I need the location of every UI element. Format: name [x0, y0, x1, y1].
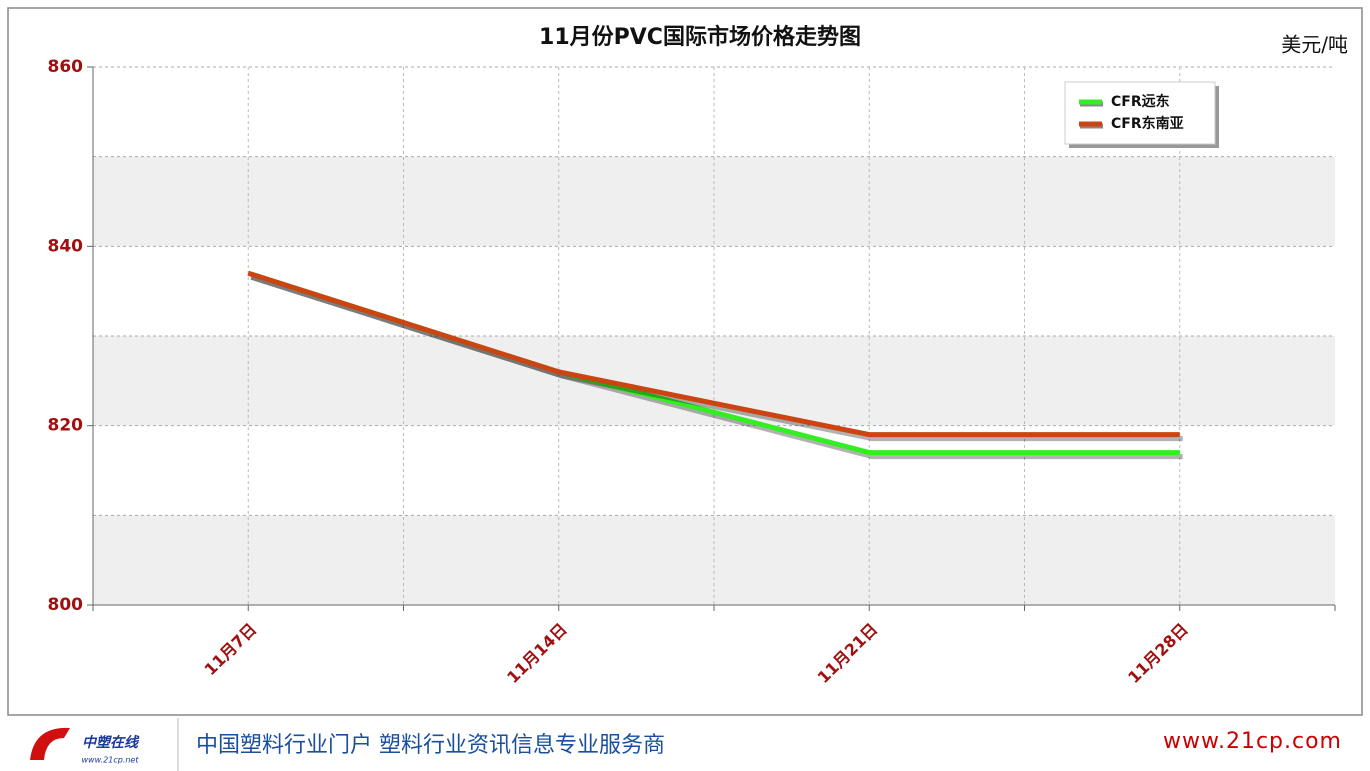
unit-label: 美元/吨 [1281, 33, 1348, 57]
footer-slogan: 中国塑料行业门户 塑料行业资讯信息专业服务商 [196, 733, 665, 758]
legend-label: CFR东南亚 [1111, 115, 1184, 132]
logo-url: www.21cp.net [82, 756, 140, 765]
line-shadow [250, 274, 1183, 442]
logo-icon [30, 727, 70, 760]
series-line [247, 270, 1180, 438]
y-tick-label: 820 [48, 416, 84, 436]
logo-text: 中塑在线 [82, 734, 140, 751]
legend-box [1064, 81, 1216, 145]
chart-title: 11月份PVC国际市场价格走势图 [539, 24, 861, 50]
footer-site: www.21cp.com [1163, 729, 1342, 754]
y-tick-label: 860 [48, 57, 84, 77]
line-shadow [250, 274, 1183, 460]
y-tick-label: 840 [48, 236, 84, 256]
y-tick-label: 800 [48, 595, 84, 615]
legend-label: CFR远东 [1111, 93, 1170, 110]
